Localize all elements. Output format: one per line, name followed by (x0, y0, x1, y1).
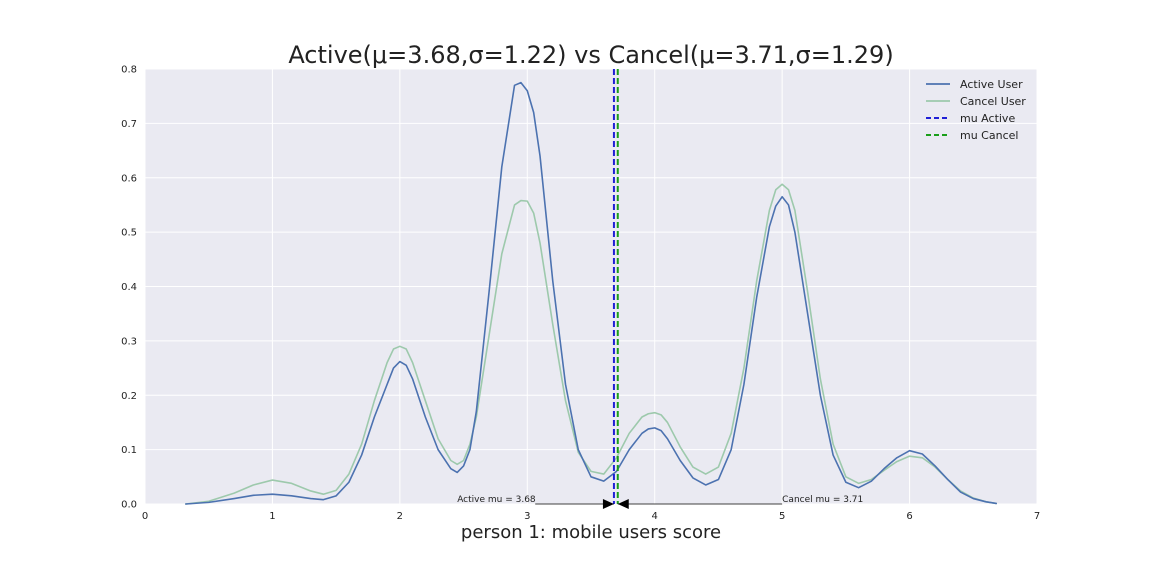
annotation-label: Cancel mu = 3.71 (782, 495, 863, 505)
chart-title: Active(μ=3.68,σ=1.22) vs Cancel(μ=3.71,σ… (288, 41, 893, 69)
y-tick-label: 0.6 (121, 173, 137, 184)
legend-label: mu Cancel (960, 129, 1018, 142)
y-axis: 0.0 0.1 0.2 0.3 0.4 0.5 0.6 0.7 0.8 (121, 65, 137, 511)
x-tick-label: 1 (269, 511, 275, 522)
y-tick-label: 0.3 (121, 336, 137, 347)
grid (144, 68, 1038, 505)
series-group (184, 81, 998, 505)
x-tick-label: 3 (524, 511, 530, 522)
legend-label: Cancel User (960, 95, 1026, 108)
legend-label: Active User (960, 78, 1023, 91)
legend: Active User Cancel User mu Active mu Cancel (926, 78, 1026, 142)
x-axis: 0 1 2 3 4 5 6 7 (142, 511, 1040, 522)
x-tick-label: 7 (1034, 511, 1040, 522)
x-tick-label: 5 (779, 511, 785, 522)
annotations: Active mu = 3.68 Cancel mu = 3.71 (457, 495, 863, 509)
y-tick-label: 0.5 (121, 228, 137, 239)
x-tick-label: 2 (397, 511, 403, 522)
y-tick-label: 0.1 (121, 445, 137, 456)
x-tick-label: 6 (906, 511, 912, 522)
x-tick-label: 4 (652, 511, 658, 522)
annotation-arrow-head (617, 499, 629, 509)
y-tick-label: 0.8 (121, 65, 137, 76)
y-tick-label: 0.0 (121, 500, 137, 511)
y-tick-label: 0.2 (121, 391, 137, 402)
series-line-cancel-user (184, 183, 998, 505)
annotation-arrow-head (602, 499, 614, 509)
x-axis-label: person 1: mobile users score (461, 522, 721, 543)
y-tick-label: 0.4 (121, 282, 137, 293)
y-tick-label: 0.7 (121, 119, 137, 130)
mean-lines (612, 69, 619, 504)
annotation-label: Active mu = 3.68 (457, 495, 536, 505)
series-line-active-user (184, 81, 998, 505)
legend-label: mu Active (960, 112, 1015, 125)
x-tick-label: 0 (142, 511, 148, 522)
